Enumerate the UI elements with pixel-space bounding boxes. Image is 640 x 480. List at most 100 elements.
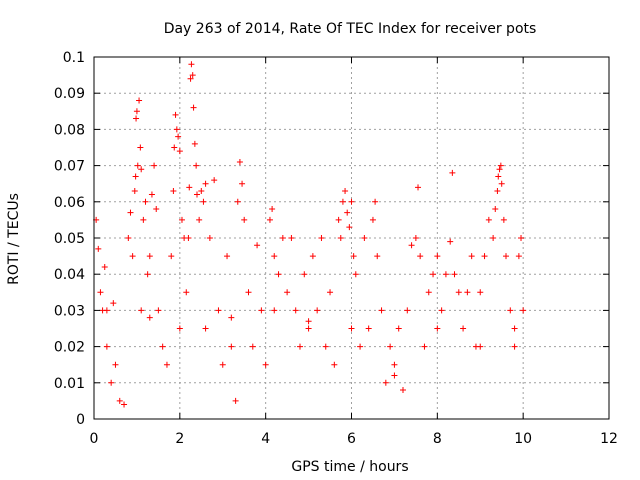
data-point <box>97 289 104 296</box>
data-point <box>95 245 102 252</box>
y-axis-label: ROTI / TECUs <box>6 193 22 285</box>
data-point <box>492 206 499 213</box>
data-point <box>171 144 178 151</box>
data-point <box>110 300 117 307</box>
data-point <box>447 238 454 245</box>
data-point <box>138 307 145 314</box>
data-point <box>468 253 475 260</box>
data-point <box>442 271 449 278</box>
data-point <box>451 271 458 278</box>
data-point <box>350 253 357 260</box>
data-point <box>173 126 180 133</box>
data-point <box>232 397 239 404</box>
data-point <box>520 307 527 314</box>
data-point <box>271 307 278 314</box>
data-point <box>148 191 155 198</box>
data-point <box>382 379 389 386</box>
data-point <box>121 401 128 408</box>
data-points <box>93 61 527 408</box>
data-point <box>146 253 153 260</box>
data-point <box>249 343 256 350</box>
data-point <box>309 253 316 260</box>
data-point <box>103 343 110 350</box>
data-point <box>258 307 265 314</box>
data-point <box>438 307 445 314</box>
data-point <box>322 343 329 350</box>
data-point <box>155 307 162 314</box>
data-point <box>497 162 504 169</box>
data-point <box>515 253 522 260</box>
data-point <box>134 162 141 169</box>
data-point <box>228 314 235 321</box>
data-point <box>108 379 115 386</box>
data-point <box>172 111 179 118</box>
data-point <box>404 307 411 314</box>
data-point <box>129 253 136 260</box>
data-point <box>193 162 200 169</box>
data-point <box>339 198 346 205</box>
data-point <box>112 361 119 368</box>
y-tick-label: 0.09 <box>54 86 85 102</box>
data-point <box>337 235 344 241</box>
y-tick-label: 0.03 <box>54 303 85 319</box>
data-point <box>116 397 123 404</box>
data-point <box>131 187 138 194</box>
data-point <box>301 271 308 278</box>
y-tick-label: 0.04 <box>54 267 85 283</box>
data-point <box>163 361 170 368</box>
data-point <box>327 289 334 296</box>
x-tick-label: 2 <box>175 431 184 447</box>
data-point <box>176 148 183 155</box>
chart-title: Day 263 of 2014, Rate Of TEC Index for r… <box>164 21 537 37</box>
x-tick-label: 8 <box>433 431 442 447</box>
grid-lines <box>94 57 609 419</box>
data-point <box>292 307 299 314</box>
data-point <box>194 191 200 198</box>
data-point <box>305 318 312 325</box>
data-point <box>494 187 501 194</box>
data-point <box>518 235 525 241</box>
data-point <box>211 177 218 184</box>
data-point <box>490 235 497 241</box>
x-tick-label: 4 <box>261 431 270 447</box>
data-point <box>348 198 355 205</box>
data-point <box>481 253 488 260</box>
data-point <box>400 387 406 394</box>
data-point <box>136 97 143 104</box>
data-point <box>133 108 140 115</box>
data-point <box>305 325 312 332</box>
data-point <box>361 235 368 241</box>
data-point <box>202 325 209 332</box>
data-point <box>144 271 151 278</box>
y-tick-label: 0 <box>76 412 85 428</box>
y-tick-label: 0.02 <box>54 340 85 356</box>
data-point <box>507 307 514 314</box>
data-point <box>284 289 291 296</box>
data-point <box>511 343 518 350</box>
data-point <box>498 180 505 187</box>
data-point <box>369 216 376 223</box>
data-point <box>503 253 509 260</box>
data-point <box>460 325 467 332</box>
y-tick-label: 0.08 <box>54 122 85 138</box>
data-point <box>378 307 385 314</box>
data-point <box>344 209 351 216</box>
y-tick-label: 0.07 <box>54 159 85 175</box>
data-point <box>188 61 195 68</box>
data-point <box>151 162 158 169</box>
data-point <box>342 187 349 194</box>
data-point <box>215 307 222 314</box>
data-point <box>101 263 108 270</box>
data-point <box>357 343 364 350</box>
x-tick-label: 10 <box>514 431 532 447</box>
data-point <box>138 166 145 173</box>
data-point <box>185 235 192 241</box>
data-point <box>455 289 462 296</box>
data-point <box>241 216 248 223</box>
x-tick-labels: 0 2 4 6 8 10 12 <box>90 431 618 447</box>
data-point <box>395 325 402 332</box>
data-point <box>346 224 353 231</box>
data-point <box>228 343 235 350</box>
data-point <box>421 343 428 350</box>
